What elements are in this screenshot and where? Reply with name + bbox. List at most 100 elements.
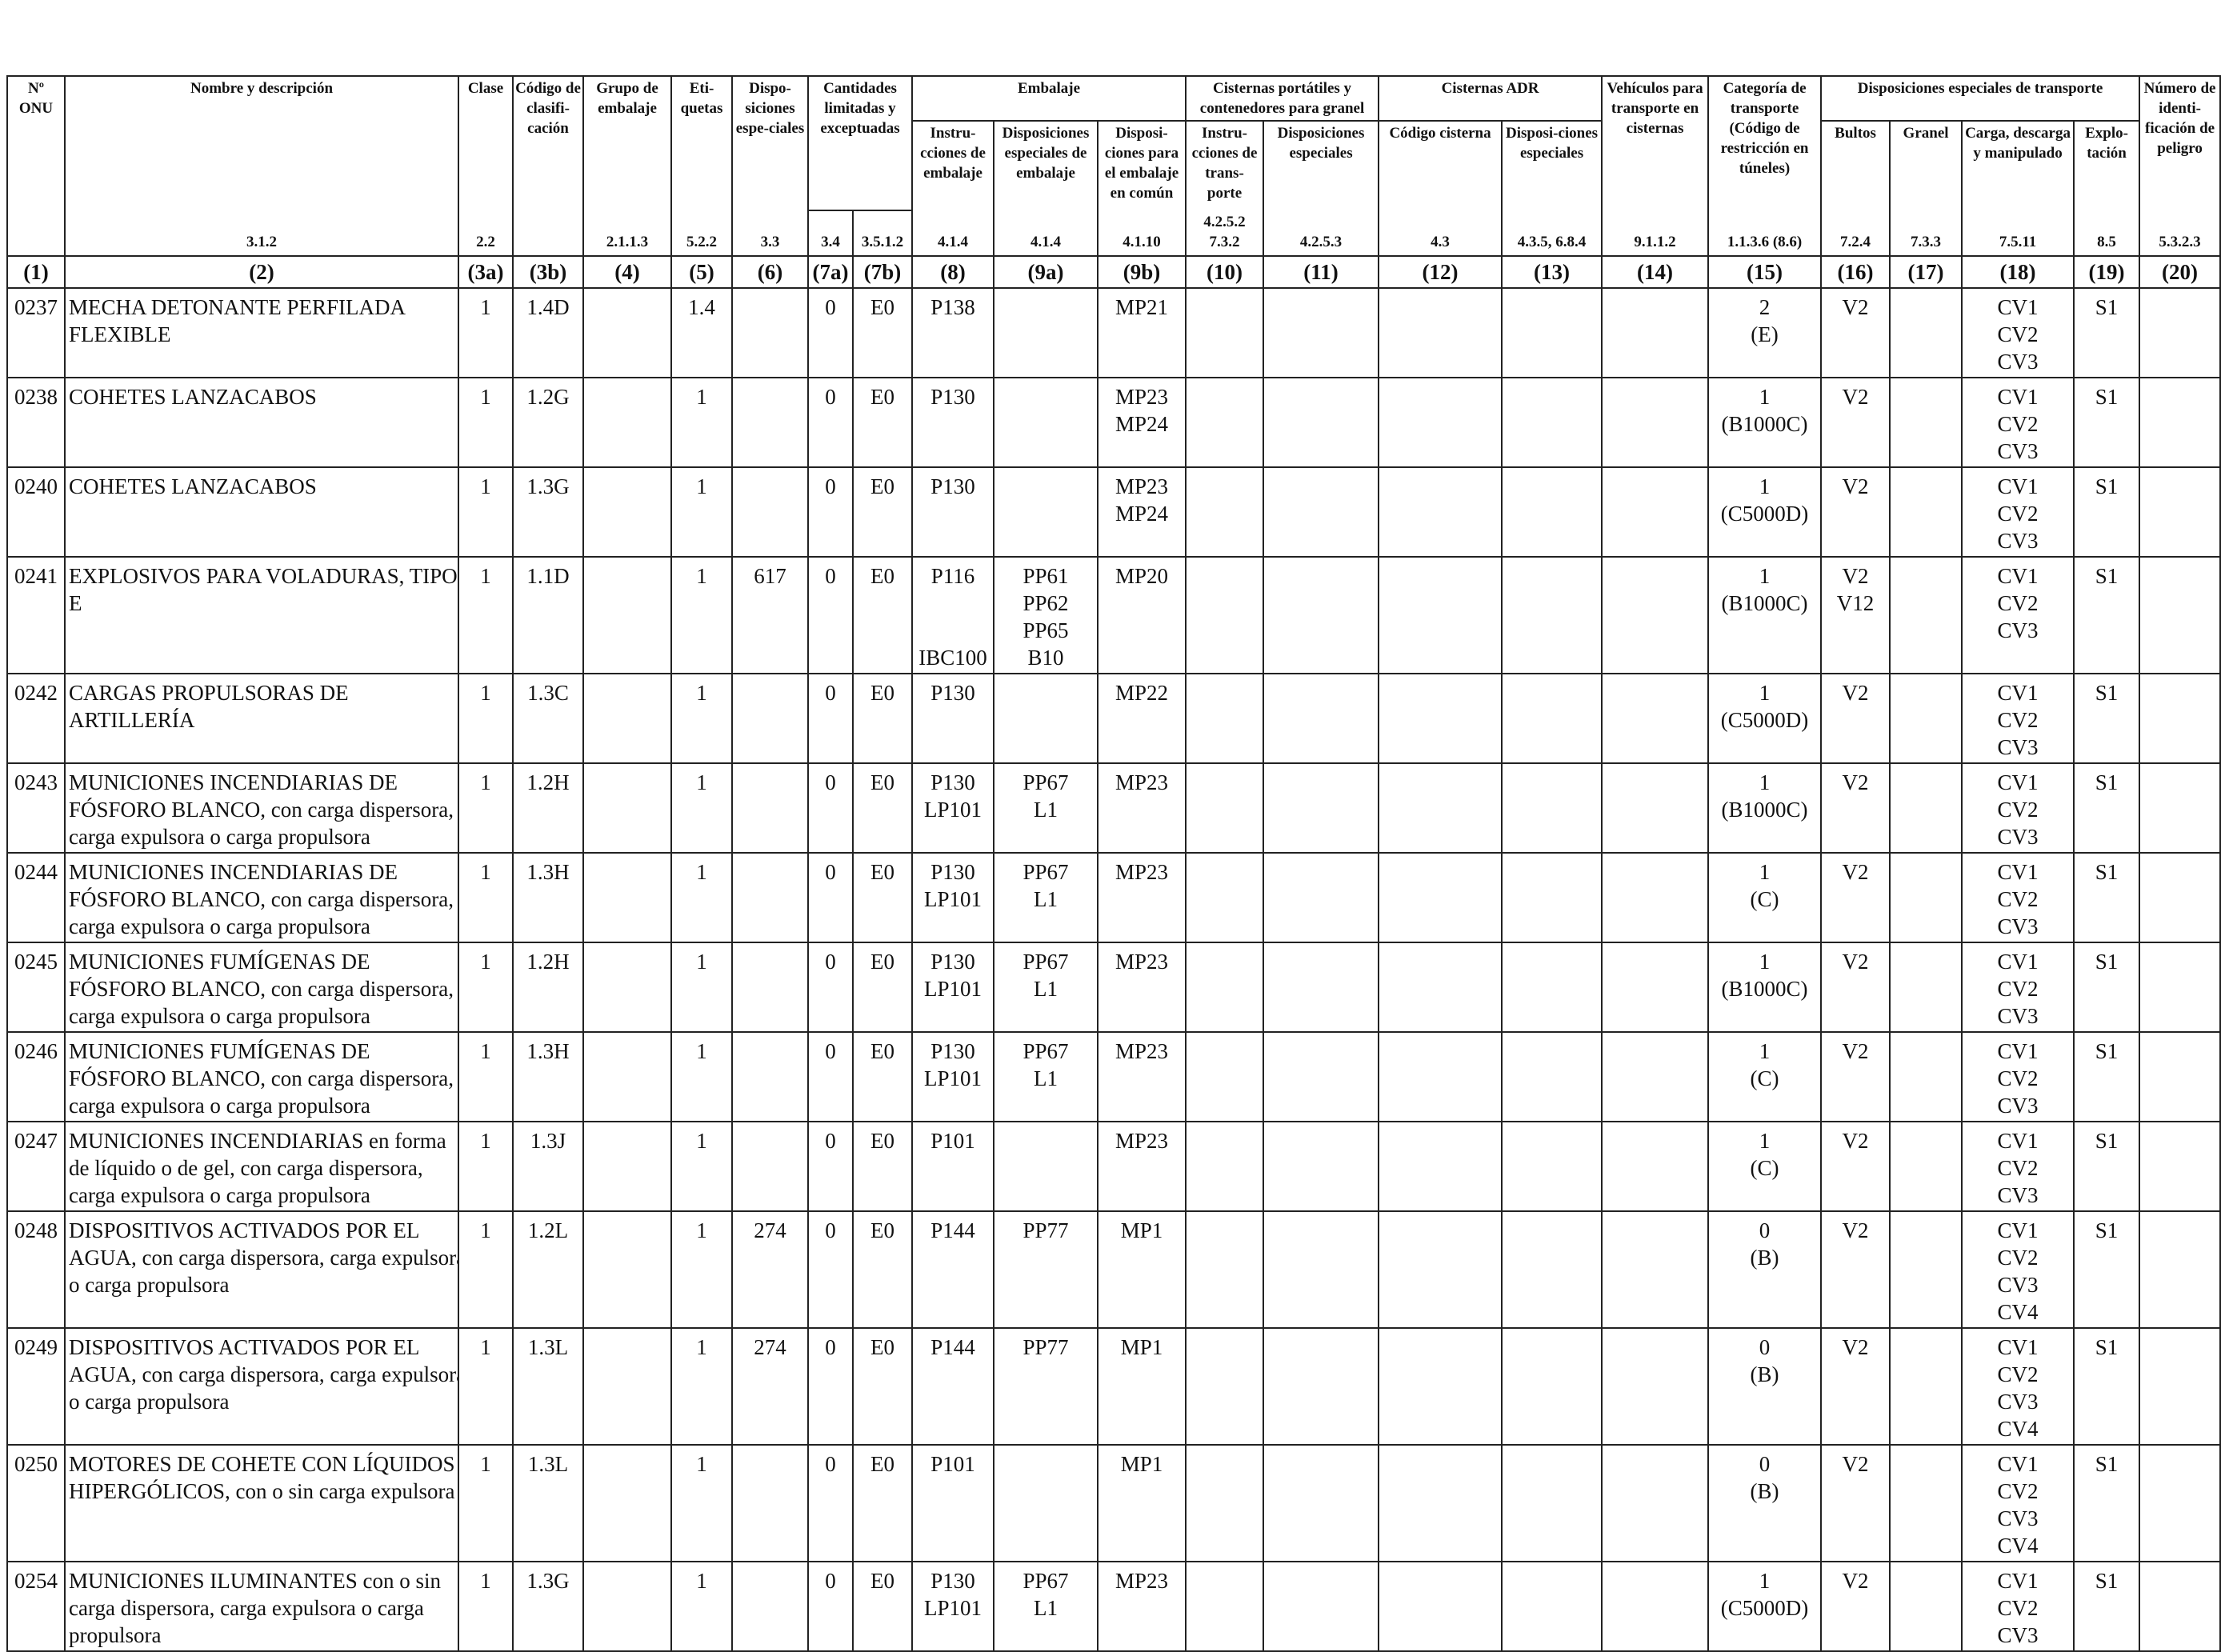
tank-special-cell	[1501, 287, 1603, 378]
packages-provision-cell-line: V2	[1842, 1218, 1869, 1242]
transport-category: 0	[1759, 1335, 1771, 1359]
classification-code-cell: 1.2H	[512, 762, 584, 854]
substance-name: EXPLOSIVOS PARA VOLADURAS, TIPO E	[64, 556, 459, 674]
column-number: (2)	[64, 255, 459, 289]
substance-name-line: MECHA DETONANTE PERFILADA	[69, 295, 406, 319]
excepted-quantity-cell: E0	[852, 287, 913, 378]
column-number: (9a)	[993, 255, 1098, 289]
un-number: 0249	[6, 1327, 66, 1446]
portable-tank-special-cell	[1263, 1327, 1380, 1446]
column-number: (15)	[1707, 255, 1823, 289]
transport-category-cell: 1 (B1000C)	[1707, 556, 1823, 674]
hazard-number-cell	[2139, 1561, 2221, 1652]
packages-provision-cell: V2	[1820, 1561, 1891, 1652]
mixed-packing-cell: MP20	[1096, 556, 1187, 674]
special-provisions-cell	[731, 1031, 809, 1122]
header-hazard-number: Número de identi-ficación de peligro	[2139, 75, 2221, 210]
substance-name-line: carga expulsora o carga propulsora	[69, 1004, 370, 1028]
packing-instructions-cell-line: P138	[930, 295, 975, 319]
tunnel-code: (B1000C)	[1721, 412, 1808, 436]
section-ref: 8.5	[2073, 210, 2141, 257]
header-operation: Explo-tación	[2073, 120, 2141, 210]
loading-provision-cell-line: CV2	[1997, 1066, 2039, 1090]
section-ref: 2.2	[458, 210, 514, 257]
tunnel-code: (B)	[1750, 1362, 1779, 1386]
tank-special-cell	[1501, 852, 1603, 943]
substance-name-line: ARTILLERÍA	[69, 708, 195, 732]
packages-provision-cell: V2	[1820, 377, 1891, 468]
special-packing-cell-line: L1	[1034, 1596, 1058, 1620]
packages-provision-cell-line: V2	[1842, 295, 1869, 319]
packages-provision-cell: V2	[1820, 1444, 1891, 1562]
table-row: 0245 MUNICIONES FUMÍGENAS DE FÓSFORO BLANC…	[6, 942, 2221, 1033]
hazard-number-cell	[2139, 1210, 2221, 1329]
operation-provision-cell: S1	[2073, 1031, 2141, 1122]
tank-code-cell	[1378, 1561, 1503, 1652]
column-number: (17)	[1889, 255, 1963, 289]
tank-vehicle-cell	[1601, 466, 1710, 558]
labels-cell: 1	[670, 1031, 733, 1122]
tank-special-cell	[1501, 1561, 1603, 1652]
packages-provision-cell-line: V2	[1842, 564, 1869, 588]
loading-provision-cell-line: CV1	[1997, 950, 2039, 974]
mixed-packing-cell: MP23 MP24	[1096, 377, 1187, 468]
excepted-quantity-cell: E0	[852, 1561, 913, 1652]
substance-name-line: MOTORES DE COHETE CON LÍQUIDOS	[69, 1452, 455, 1476]
substance-name-line: MUNICIONES INCENDIARIAS en forma	[69, 1129, 446, 1153]
tank-vehicle-cell	[1601, 852, 1710, 943]
loading-provision-cell-line: CV1	[1997, 681, 2039, 705]
tank-vehicle-cell	[1601, 762, 1710, 854]
special-provisions-cell: 274	[731, 1327, 809, 1446]
special-provisions-cell	[731, 466, 809, 558]
transport-category-cell: 1 (B1000C)	[1707, 762, 1823, 854]
loading-provision-cell: CV1 CV2 CV3	[1961, 377, 2075, 468]
packages-provision-cell: V2	[1820, 673, 1891, 764]
packing-instructions-cell: P101	[911, 1444, 994, 1562]
hazard-number-cell	[2139, 287, 2221, 378]
transport-category-cell: 0 (B)	[1707, 1444, 1823, 1562]
packing-instructions-cell: P101	[911, 1121, 994, 1212]
mixed-packing-cell: MP23	[1096, 1121, 1187, 1212]
transport-category: 1	[1759, 860, 1771, 884]
packages-provision-cell: V2	[1820, 1031, 1891, 1122]
packages-provision-cell-line: V2	[1842, 860, 1869, 884]
substance-name-line: MUNICIONES INCENDIARIAS DE	[69, 860, 398, 884]
substance-name-line: FÓSFORO BLANCO, con carga dispersora,	[69, 1066, 454, 1090]
tank-code-cell	[1378, 1121, 1503, 1212]
packing-instructions-cell-line: P144	[930, 1335, 975, 1359]
header-packaging: Embalaje	[910, 75, 1187, 122]
loading-provision-cell-line: CV4	[1997, 1534, 2039, 1558]
column-number: (7b)	[852, 255, 913, 289]
portable-tank-instructions-cell	[1185, 762, 1265, 854]
substance-name-line: E	[69, 591, 82, 615]
bulk-provision-cell	[1889, 1121, 1963, 1212]
substance-name-line: MUNICIONES FUMÍGENAS DE	[69, 950, 370, 974]
tank-vehicle-cell	[1601, 556, 1710, 674]
packages-provision-cell-line: V2	[1842, 385, 1869, 409]
section-ref: 3.5.1.2	[852, 210, 913, 257]
classification-code-cell: 1.2G	[512, 377, 584, 468]
packing-instructions-cell-line: P130	[930, 474, 975, 498]
packing-group-cell	[582, 673, 672, 764]
table-row: 0254 MUNICIONES ILUMINANTES con o sin carg…	[6, 1561, 2221, 1652]
limited-quantity-cell: 0	[807, 1210, 854, 1329]
packages-provision-cell: V2	[1820, 1121, 1891, 1212]
packing-group-cell	[582, 942, 672, 1033]
bulk-provision-cell	[1889, 942, 1963, 1033]
labels-cell: 1.4	[670, 287, 733, 378]
substance-name: MOTORES DE COHETE CON LÍQUIDOS HIPERGÓLIC…	[64, 1444, 459, 1562]
packing-instructions-cell-line: P130	[930, 860, 975, 884]
column-number: (20)	[2139, 255, 2221, 289]
special-provisions-cell	[731, 762, 809, 854]
transport-category: 1	[1759, 564, 1771, 588]
header-portable-special: Disposiciones especiales	[1263, 120, 1380, 210]
loading-provision-cell-line: CV3	[1997, 1273, 2039, 1297]
substance-name: MECHA DETONANTE PERFILADA FLEXIBLE	[64, 287, 459, 378]
substance-name-line: carga dispersora, carga expulsora o carg…	[69, 1596, 424, 1620]
packing-instructions-cell: P144	[911, 1327, 994, 1446]
hazard-number-cell	[2139, 673, 2221, 764]
packing-instructions-cell-line: LP101	[923, 798, 982, 822]
loading-provision-cell-line: CV2	[1997, 1156, 2039, 1180]
loading-provision-cell-line: CV1	[1997, 1039, 2039, 1063]
excepted-quantity-cell: E0	[852, 1031, 913, 1122]
